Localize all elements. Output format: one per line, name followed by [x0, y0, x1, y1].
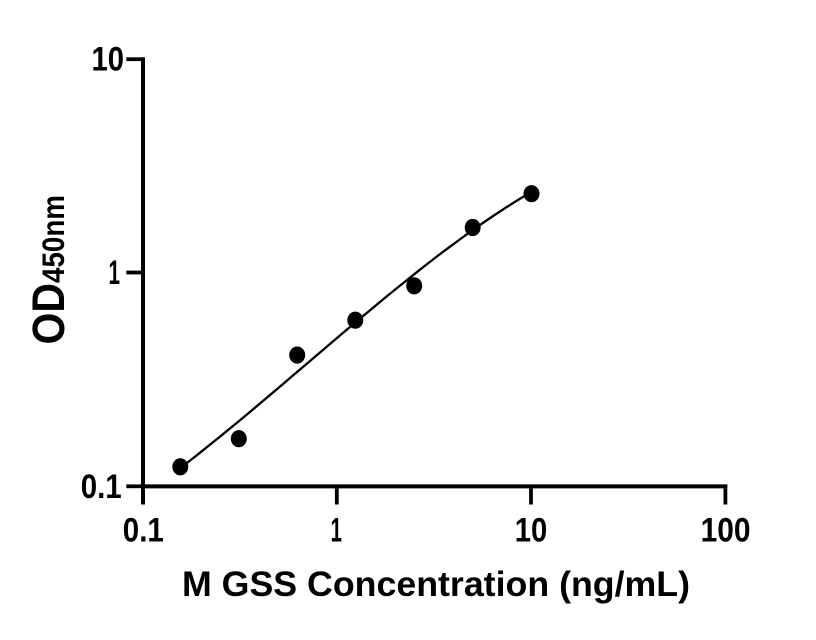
svg-text:1: 1: [330, 511, 342, 549]
svg-text:10: 10: [515, 511, 548, 549]
svg-text:10: 10: [92, 41, 125, 79]
svg-text:1: 1: [109, 254, 121, 292]
svg-text:OD450nm: OD450nm: [23, 195, 74, 345]
svg-text:100: 100: [701, 511, 751, 549]
svg-text:0.1: 0.1: [81, 468, 122, 506]
svg-text:M GSS Concentration (ng/mL): M GSS Concentration (ng/mL): [182, 564, 690, 604]
svg-text:0.1: 0.1: [123, 511, 164, 549]
